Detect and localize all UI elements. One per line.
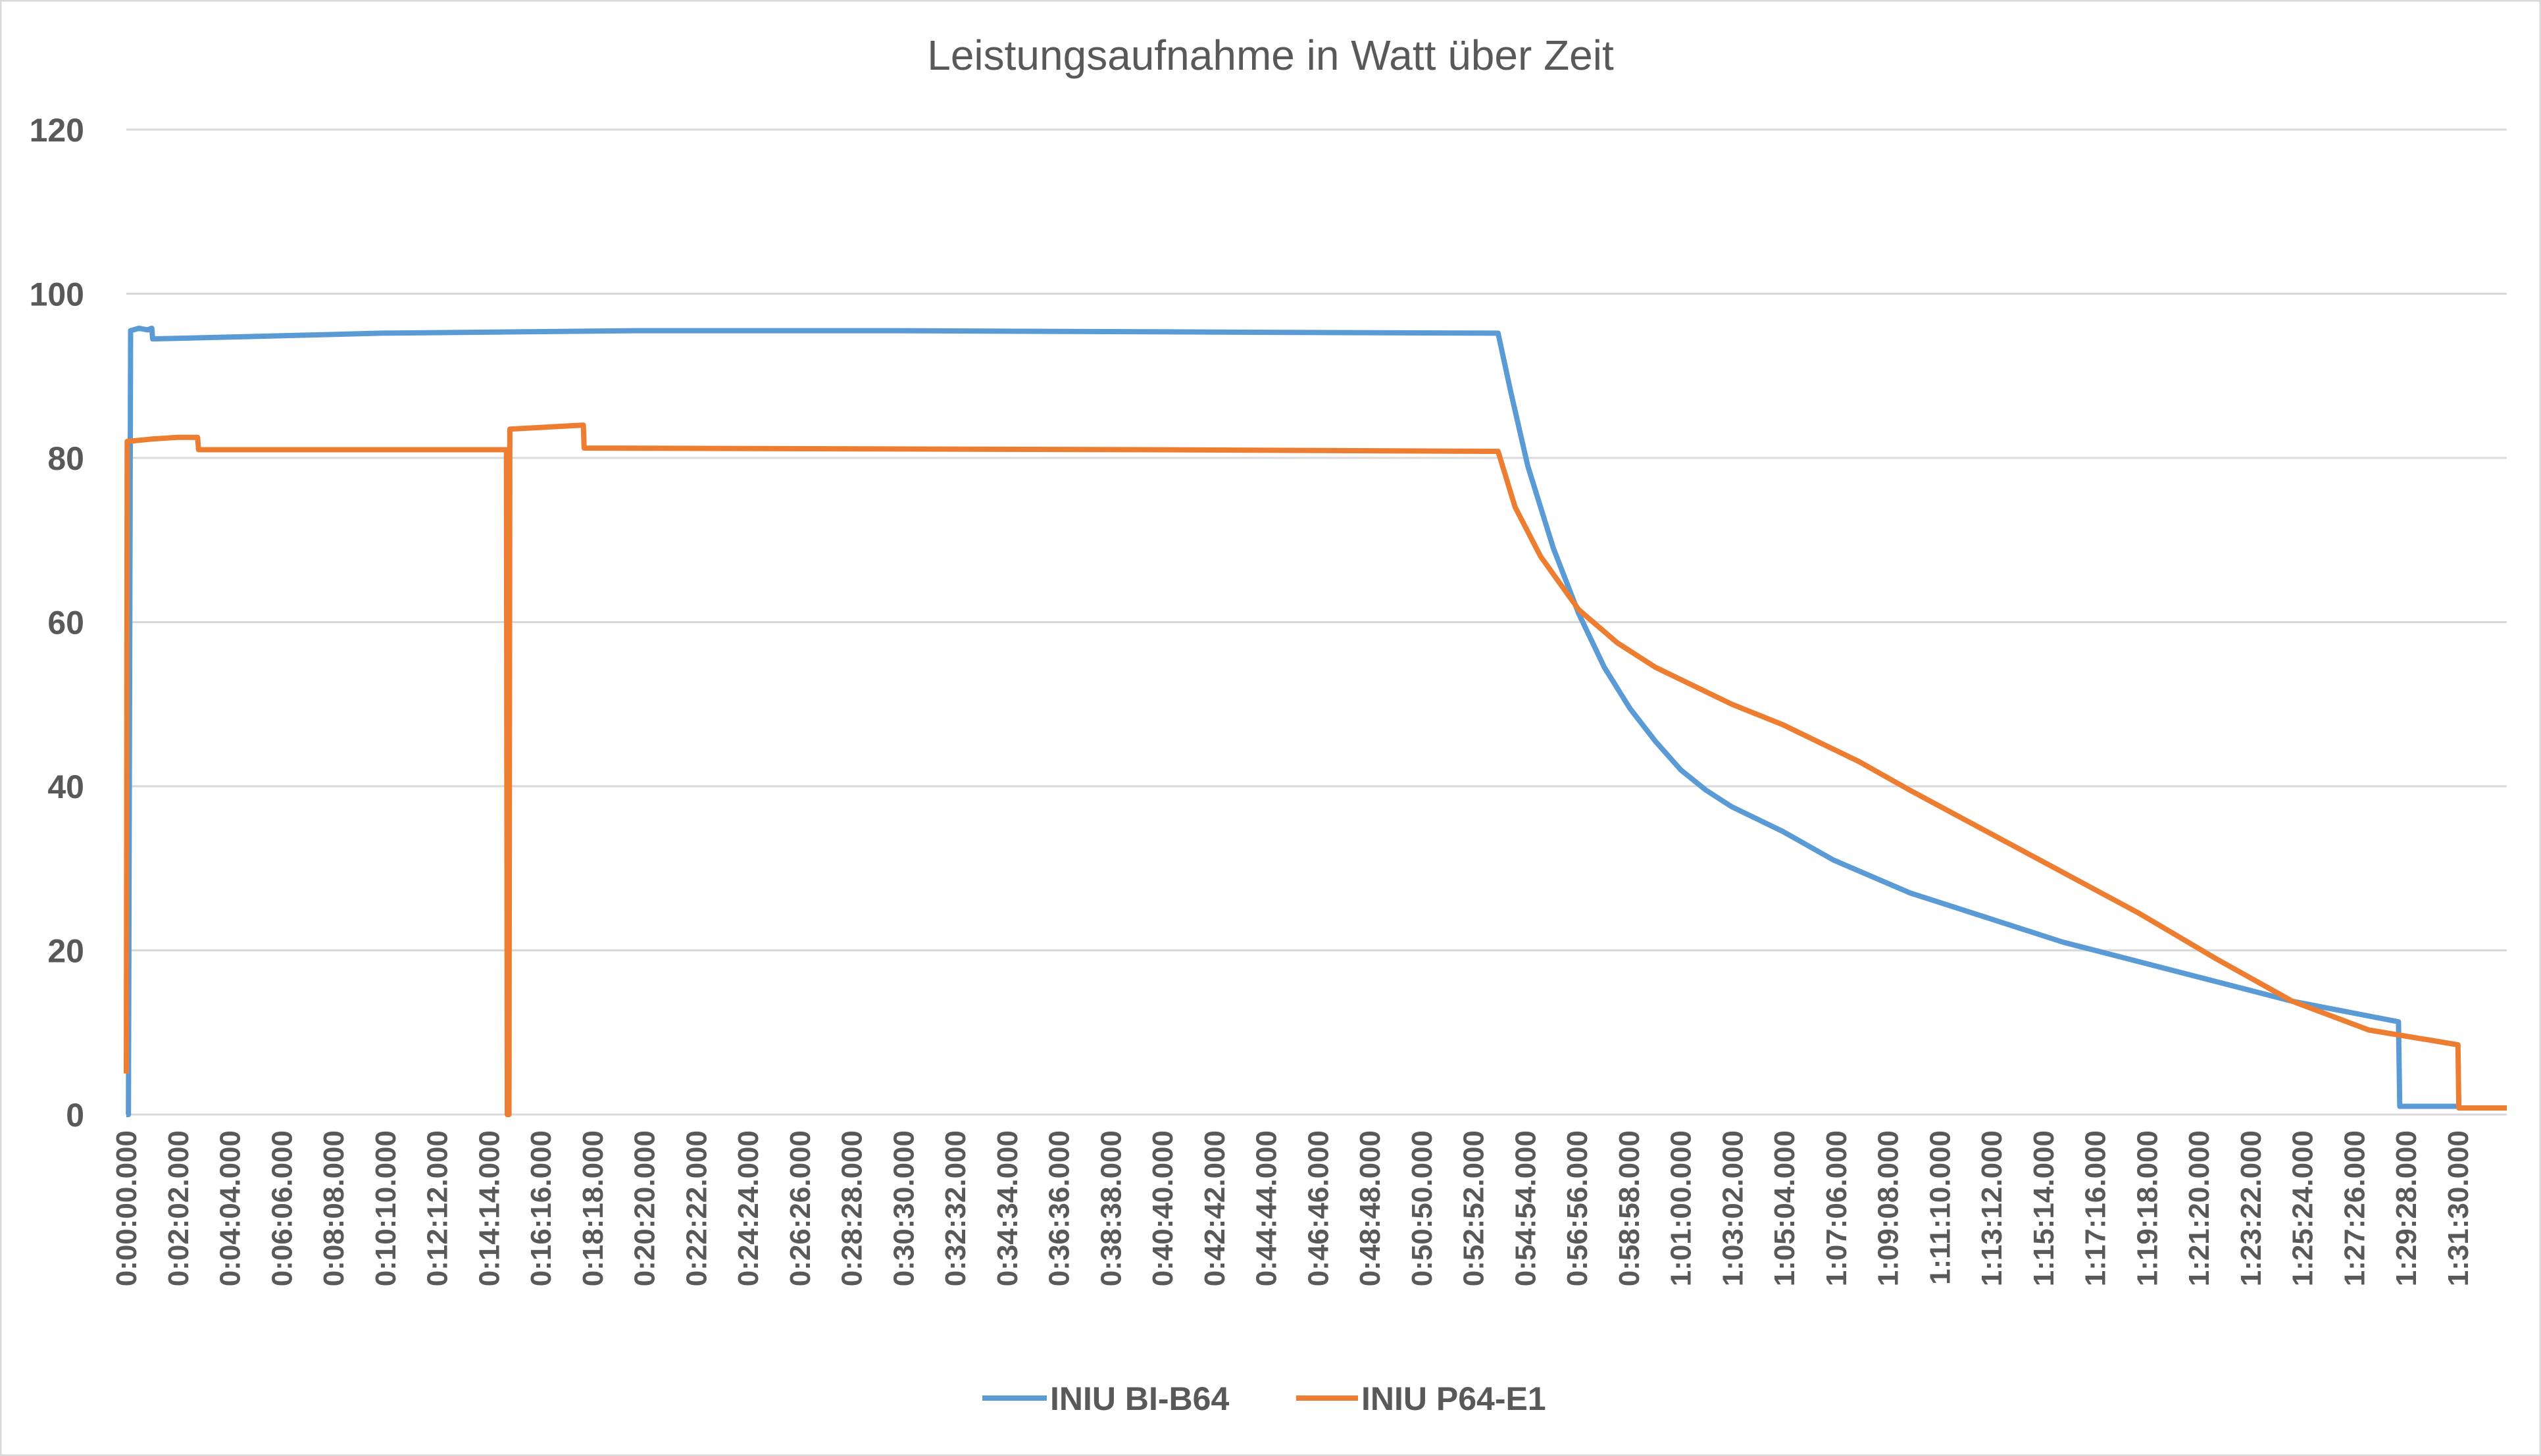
legend-label-series-2: INIU P64-E1	[1361, 1380, 1546, 1417]
x-tick-label: 1:01:00.000	[1665, 1130, 1698, 1286]
x-tick-label: 0:20:20.000	[629, 1130, 661, 1286]
x-tick-label: 0:50:50.000	[1406, 1130, 1438, 1286]
series-line-2	[124, 422, 2507, 1117]
y-axis-ticks: 0 20 40 60 80 100 120	[30, 112, 84, 1134]
x-tick-label: 1:17:16.000	[2080, 1130, 2112, 1286]
x-tick-label: 0:06:06.000	[266, 1130, 298, 1286]
x-tick-label: 0:30:30.000	[888, 1130, 920, 1286]
y-tick-label: 100	[30, 276, 84, 313]
x-tick-label: 0:18:18.000	[577, 1130, 609, 1286]
x-tick-label: 0:34:34.000	[992, 1130, 1024, 1286]
x-tick-label: 0:56:56.000	[1561, 1130, 1594, 1286]
x-tick-label: 0:04:04.000	[214, 1130, 247, 1286]
x-tick-label: 1:13:12.000	[1976, 1130, 2008, 1286]
x-tick-label: 0:44:44.000	[1251, 1130, 1283, 1286]
x-tick-label: 1:21:20.000	[2183, 1130, 2215, 1286]
x-tick-label: 1:07:06.000	[1821, 1130, 1853, 1286]
x-tick-label: 1:11:10.000	[1924, 1130, 1956, 1285]
x-tick-label: 0:24:24.000	[732, 1130, 765, 1286]
x-tick-label: 0:08:08.000	[318, 1130, 350, 1286]
gridlines	[126, 128, 2507, 1116]
y-tick-label: 80	[47, 440, 84, 477]
series-line-1	[126, 325, 2458, 1117]
x-tick-label: 0:52:52.000	[1458, 1130, 1490, 1286]
x-tick-label: 1:15:14.000	[2028, 1130, 2060, 1286]
y-tick-label: 60	[47, 605, 84, 641]
x-tick-label: 0:42:42.000	[1199, 1130, 1231, 1286]
x-tick-label: 0:02:02.000	[163, 1130, 195, 1286]
legend: INIU BI-B64 INIU P64-E1	[982, 1380, 1546, 1417]
chart-title: Leistungsaufnahme in Watt über Zeit	[927, 32, 1614, 79]
x-tick-label: 1:25:24.000	[2287, 1130, 2319, 1286]
x-tick-label: 0:14:14.000	[473, 1130, 505, 1286]
x-tick-label: 1:05:04.000	[1769, 1130, 1801, 1286]
x-tick-label: 0:26:26.000	[784, 1130, 817, 1286]
x-tick-label: 0:22:22.000	[680, 1130, 713, 1286]
x-tick-label: 0:32:32.000	[940, 1130, 972, 1286]
x-tick-label: 1:23:22.000	[2235, 1130, 2267, 1286]
x-tick-label: 1:09:08.000	[1873, 1130, 1905, 1286]
x-tick-label: 0:54:54.000	[1509, 1130, 1542, 1286]
x-tick-label: 0:40:40.000	[1147, 1130, 1179, 1286]
x-tick-label: 0:00:00.000	[111, 1130, 143, 1286]
x-tick-label: 0:10:10.000	[370, 1130, 402, 1286]
series-lines	[124, 325, 2507, 1117]
x-tick-label: 0:58:58.000	[1613, 1130, 1646, 1286]
x-tick-label: 1:29:28.000	[2390, 1130, 2423, 1286]
x-tick-label: 1:03:02.000	[1717, 1130, 1749, 1286]
x-tick-label: 0:28:28.000	[836, 1130, 868, 1286]
x-tick-label: 0:16:16.000	[525, 1130, 557, 1286]
y-tick-label: 20	[47, 933, 84, 970]
y-tick-label: 120	[30, 112, 84, 149]
x-tick-label: 0:36:36.000	[1044, 1130, 1076, 1286]
y-tick-label: 40	[47, 768, 84, 805]
x-tick-label: 0:38:38.000	[1095, 1130, 1127, 1286]
x-tick-label: 0:48:48.000	[1354, 1130, 1386, 1286]
legend-label-series-1: INIU BI-B64	[1050, 1380, 1229, 1417]
x-tick-label: 1:31:30.000	[2442, 1130, 2475, 1286]
y-tick-label: 0	[66, 1097, 84, 1134]
x-tick-label: 0:46:46.000	[1302, 1130, 1334, 1286]
x-axis-ticks: 0:00:00.000 0:02:02.000 0:04:04.000 0:06:06…	[111, 1130, 2475, 1286]
x-tick-label: 1:19:18.000	[2131, 1130, 2163, 1286]
x-tick-label: 0:12:12.000	[422, 1130, 454, 1286]
x-tick-label: 1:27:26.000	[2338, 1130, 2371, 1286]
